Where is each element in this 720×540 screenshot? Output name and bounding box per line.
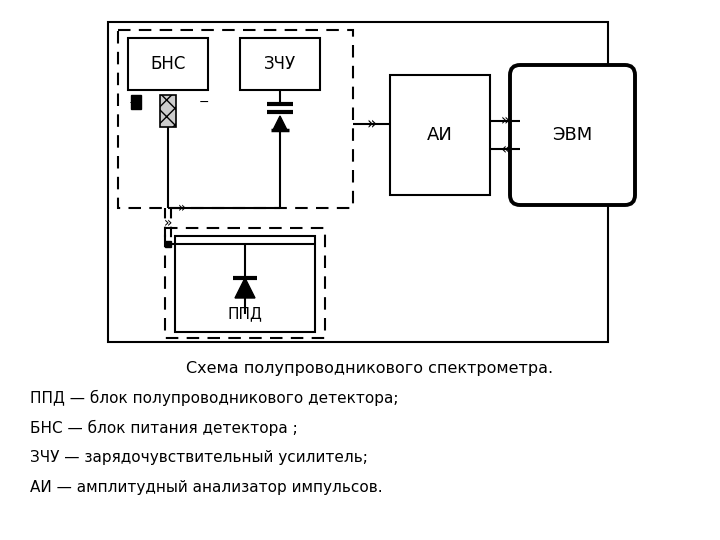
Bar: [131, 95, 141, 109]
Bar: [118, 30, 353, 208]
Bar: [240, 38, 320, 90]
Text: БНС — блок питания детектора ;: БНС — блок питания детектора ;: [30, 420, 298, 436]
Text: БНС: БНС: [150, 55, 186, 73]
Bar: [128, 38, 208, 90]
Bar: [160, 95, 176, 127]
Text: »: »: [500, 113, 510, 128]
Bar: [165, 228, 325, 338]
Bar: [108, 22, 608, 342]
Text: −: −: [199, 96, 210, 109]
Text: ЭВМ: ЭВМ: [552, 126, 593, 144]
Bar: [175, 236, 315, 332]
Text: АИ — амплитудный анализатор импульсов.: АИ — амплитудный анализатор импульсов.: [30, 480, 382, 495]
FancyBboxPatch shape: [510, 65, 635, 205]
Bar: [390, 75, 490, 195]
Text: ЗЧУ — зарядочувствительный усилитель;: ЗЧУ — зарядочувствительный усилитель;: [30, 450, 368, 465]
Text: +: +: [129, 96, 139, 109]
Text: »: »: [178, 201, 186, 215]
Polygon shape: [235, 278, 255, 298]
Text: АИ: АИ: [427, 126, 453, 144]
Text: «: «: [500, 142, 510, 157]
Text: ЗЧУ: ЗЧУ: [264, 55, 296, 73]
Text: ППД — блок полупроводникового детектора;: ППД — блок полупроводникового детектора;: [30, 390, 398, 406]
Text: »: »: [366, 115, 377, 133]
Text: Схема полупроводникового спектрометра.: Схема полупроводникового спектрометра.: [186, 361, 554, 375]
Polygon shape: [273, 116, 287, 130]
Text: »: »: [163, 216, 172, 230]
Text: ППД: ППД: [228, 307, 262, 321]
